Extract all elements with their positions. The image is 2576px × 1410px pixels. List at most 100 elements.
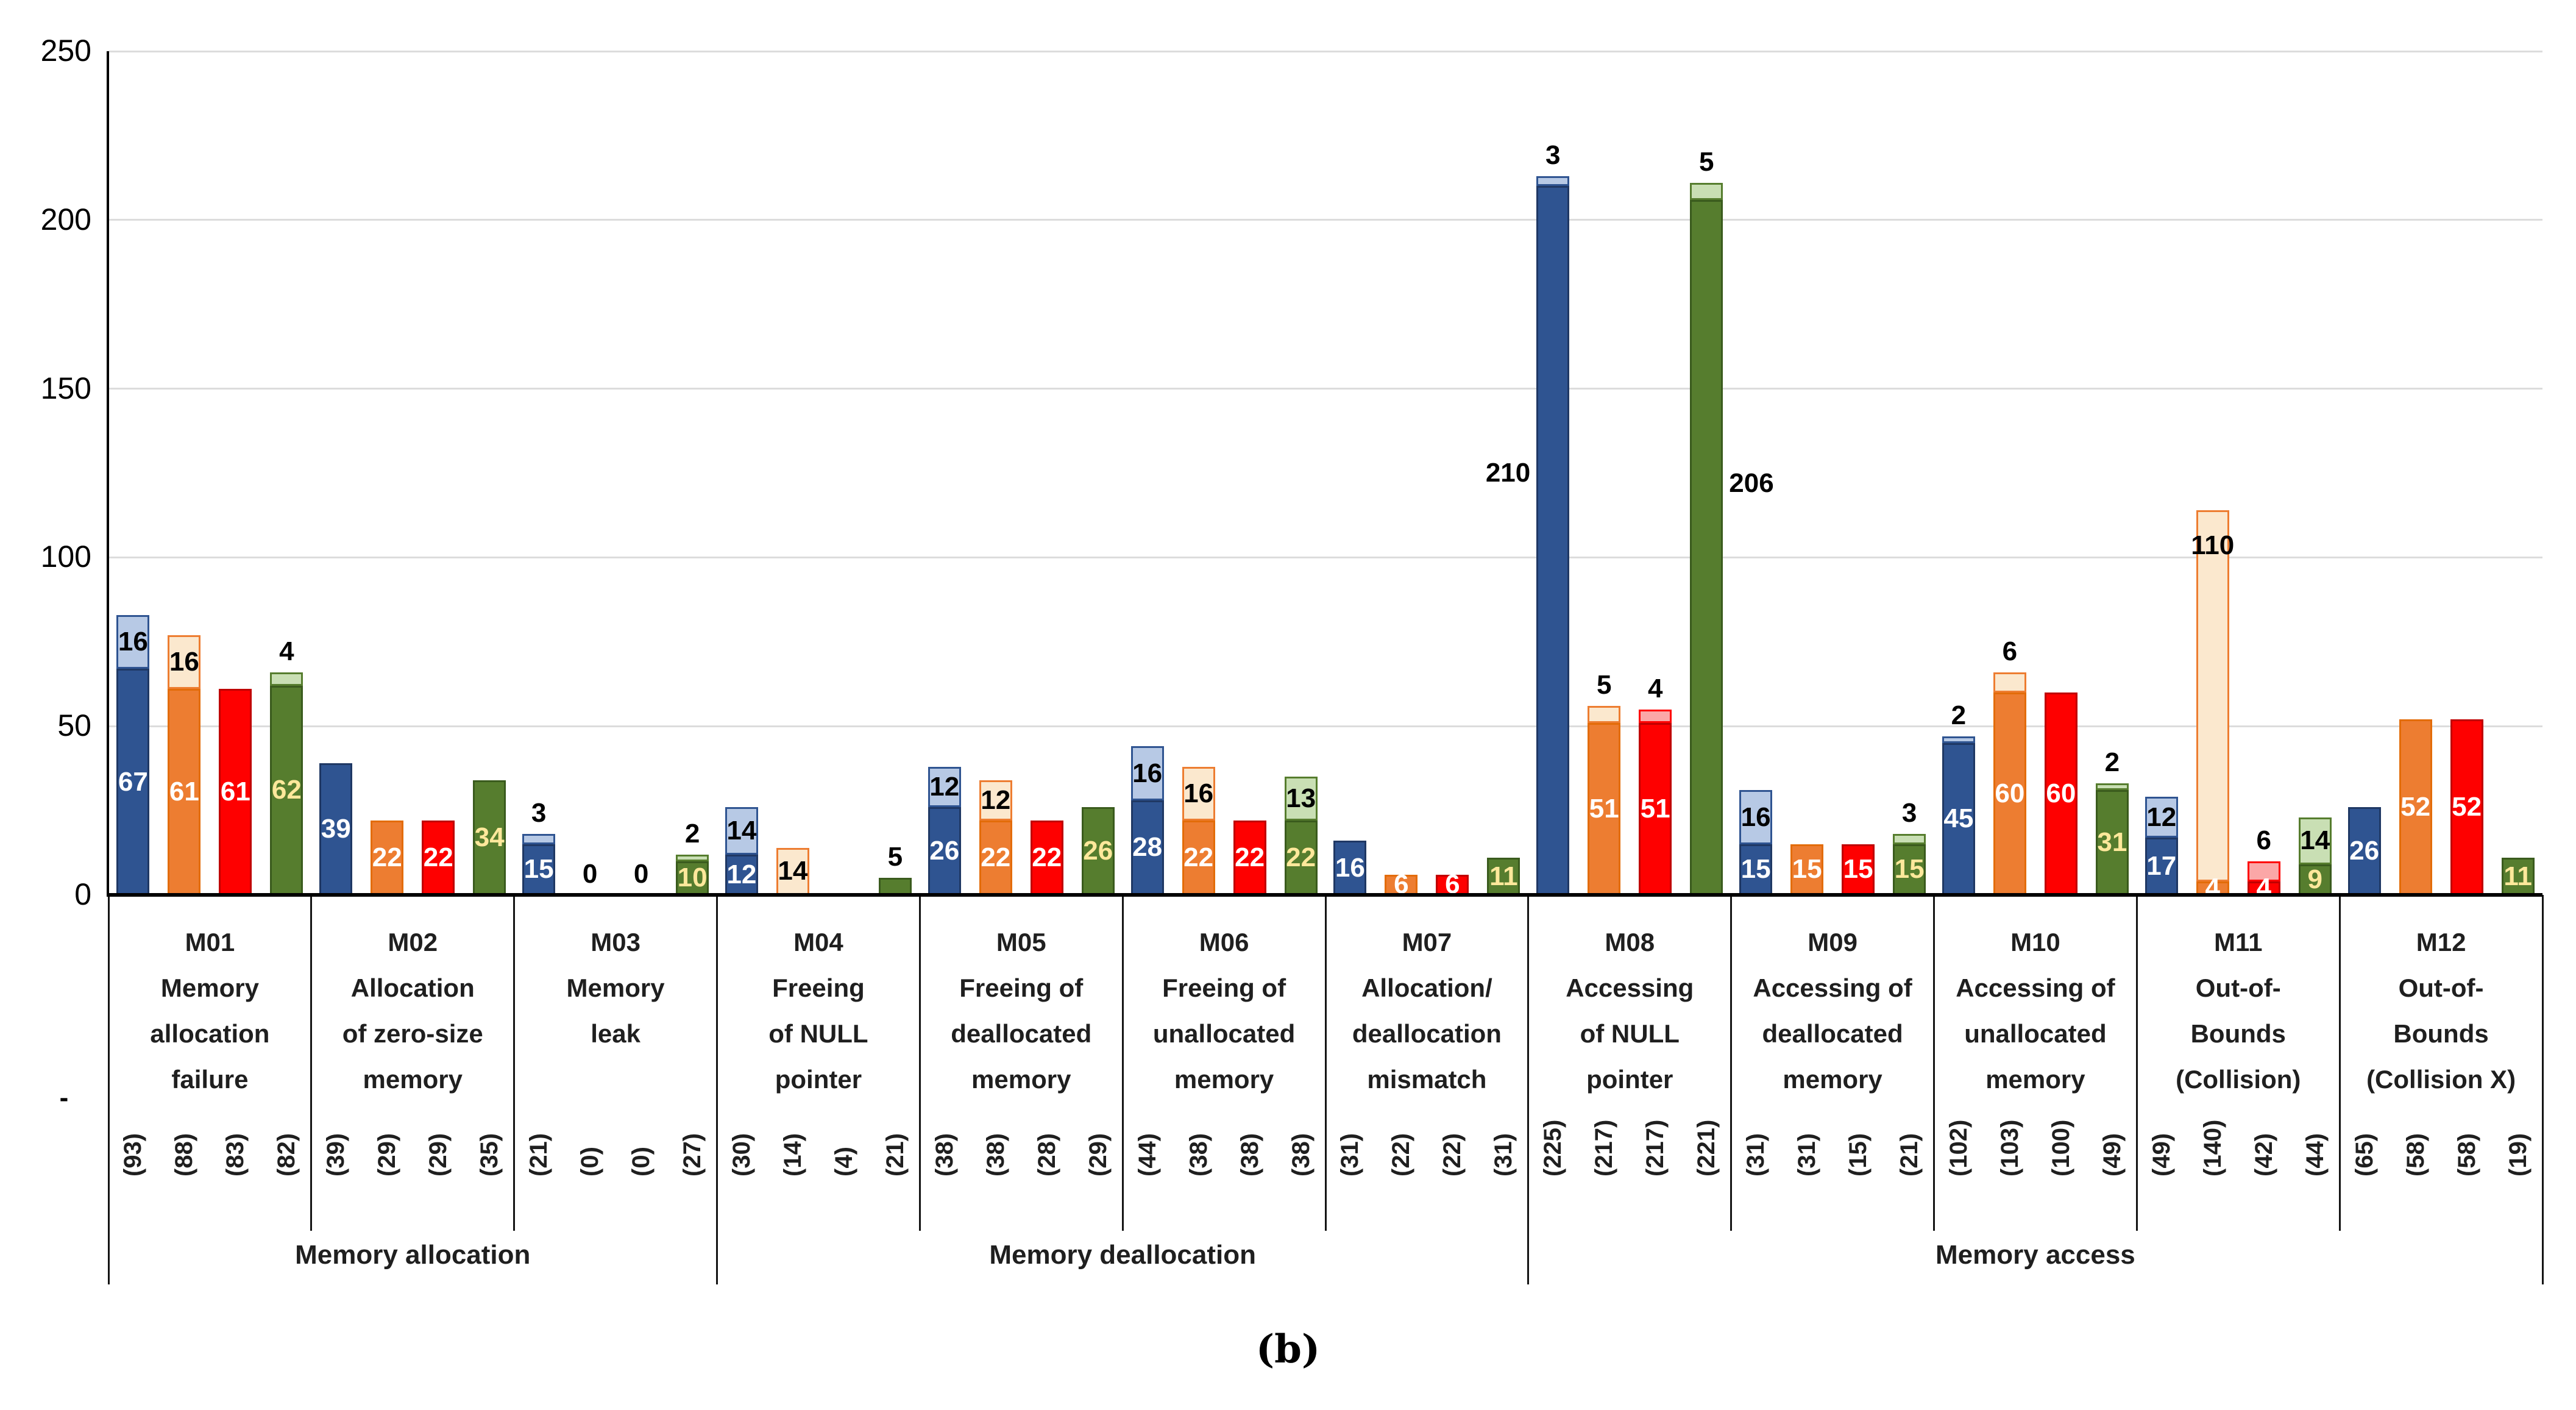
bar-m09-green-above-value: 3: [1901, 798, 1917, 828]
axis-tick-label-m03-red: (0): [628, 1147, 655, 1177]
bar-m01-blue-light: [116, 614, 150, 669]
category-label-line: Freeing of: [1162, 974, 1286, 1002]
axis-tick-label-m12-blue: (65): [2351, 1133, 2378, 1177]
bar-m06-blue-light-value: 16: [1132, 758, 1163, 788]
axis-tick-label-m07-blue: (31): [1336, 1133, 1364, 1177]
bar-m05-blue-solid-value: 26: [929, 836, 960, 866]
bar-m03-orange-above-value: 0: [582, 859, 598, 889]
bar-m01-green-solid-value: 62: [271, 775, 302, 805]
axis-tick-label-m10-orange: (103): [1996, 1119, 2023, 1177]
category-label-line: deallocated: [951, 1019, 1092, 1048]
bar-m02-green-solid: [473, 780, 506, 895]
gridline-200: [108, 219, 2542, 221]
bar-m08-orange-solid-value: 51: [1589, 793, 1619, 824]
bar-m10-orange-above-value: 6: [2002, 636, 2018, 666]
gridline-50: [108, 725, 2542, 727]
bar-m02-blue-solid: [319, 763, 353, 895]
bar-m12-blue-solid: [2347, 807, 2381, 895]
axis-tick-label-m02-orange: (29): [374, 1133, 401, 1177]
category-label-line: M12: [2416, 928, 2466, 956]
axis-tick-label-m08-blue: (225): [1539, 1119, 1567, 1177]
category-label-line: M04: [793, 928, 843, 956]
bar-m04-green-above-value: 5: [887, 842, 903, 872]
bar-m01-red-solid: [219, 689, 252, 895]
category-label-line: Memory: [566, 974, 665, 1002]
bar-m11-blue-light-value: 12: [2146, 802, 2177, 832]
axis-tick-label-m04-red: (4): [830, 1147, 857, 1177]
category-label-line: Out-of-: [2398, 974, 2484, 1002]
category-border: [513, 895, 516, 1231]
bar-m11-red-above-value: 6: [2256, 825, 2271, 855]
category-border: [716, 895, 718, 1284]
bar-m09-green-solid: [1893, 844, 1926, 895]
bar-m08-orange-solid: [1588, 722, 1621, 895]
bar-m06-orange-solid-value: 22: [1183, 842, 1214, 873]
axis-tick-label-m09-orange: (31): [1794, 1133, 1821, 1177]
bar-m07-orange-solid: [1385, 874, 1418, 895]
bar-m12-green-solid-value: 11: [2503, 861, 2532, 891]
category-label-m08: M08 Accessing of NULL pointer: [1528, 919, 1731, 1102]
bar-m11-blue-light: [2145, 797, 2178, 838]
y-axis-tick-label: 100: [40, 539, 91, 574]
bar-m11-green-solid-value: 9: [2307, 864, 2322, 895]
x-axis-line: [107, 893, 2542, 897]
bar-m10-blue-solid: [1942, 742, 1975, 895]
axis-tick-label-m06-green: (38): [1287, 1133, 1315, 1177]
bar-m07-red-solid: [1436, 874, 1469, 895]
category-label-m03: M03 Memory leak: [514, 919, 717, 1056]
bar-m05-orange-light-value: 12: [981, 785, 1011, 815]
category-label-line: pointer: [1586, 1065, 1673, 1094]
bar-m08-orange-light: [1588, 706, 1621, 723]
bar-m11-green-solid: [2298, 864, 2332, 895]
group-label: Memory access: [1936, 1240, 2135, 1270]
category-border: [2338, 895, 2341, 1231]
axis-tick-label-m11-green: (44): [2301, 1133, 2329, 1177]
category-label-line: deallocation: [1352, 1019, 1502, 1048]
bar-m03-blue-above-value: 3: [531, 798, 547, 828]
bar-m07-green-solid-value: 11: [1489, 861, 1518, 891]
axis-tick-label-m05-red: (28): [1033, 1133, 1060, 1177]
category-border: [1933, 895, 1935, 1231]
bar-m04-blue-light-value: 14: [726, 815, 757, 846]
axis-tick-label-m01-orange: (88): [171, 1133, 198, 1177]
axis-tick-label-m12-red: (58): [2453, 1133, 2480, 1177]
bar-m09-green-solid-value: 15: [1894, 854, 1925, 885]
bar-m08-red-above-value: 4: [1648, 673, 1663, 703]
bar-m10-blue-light: [1942, 736, 1975, 743]
bar-m10-blue-solid-value: 45: [1943, 803, 1974, 834]
category-label-line: of NULL: [768, 1019, 868, 1048]
bar-m09-orange-solid-value: 15: [1792, 854, 1822, 885]
category-border: [1121, 895, 1124, 1231]
bar-m06-blue-solid-value: 28: [1132, 832, 1163, 863]
bar-m05-red-solid-value: 22: [1032, 842, 1062, 873]
category-label-line: M02: [388, 928, 438, 956]
bar-m11-red-solid-value: 4: [2256, 872, 2271, 903]
bar-m02-blue-solid-value: 39: [321, 814, 351, 844]
bar-m09-blue-light-value: 16: [1740, 802, 1771, 832]
bar-m08-green-above-value: 5: [1699, 146, 1714, 177]
bar-m10-orange-solid-value: 60: [1995, 778, 2025, 808]
category-label-line: memory: [1174, 1065, 1274, 1094]
category-label-line: Accessing of: [1753, 974, 1912, 1002]
axis-tick-label-m11-blue: (49): [2148, 1133, 2175, 1177]
bar-m11-red-light: [2247, 861, 2280, 881]
category-label-line: memory: [363, 1065, 463, 1094]
bar-m06-green-light: [1284, 777, 1318, 821]
axis-tick-label-m05-green: (29): [1084, 1133, 1112, 1177]
axis-tick-label-m03-green: (27): [679, 1133, 706, 1177]
bar-m04-blue-light: [725, 807, 758, 855]
category-border: [918, 895, 921, 1231]
bar-m11-green-light: [2298, 817, 2332, 865]
category-label-line: M07: [1402, 928, 1452, 956]
axis-tick-label-m12-green: (19): [2504, 1133, 2532, 1177]
bar-m11-green-light-value: 14: [2300, 825, 2330, 856]
category-label-line: Bounds: [2393, 1019, 2489, 1048]
figure-caption: (b): [1255, 1326, 1321, 1372]
bar-m10-blue-above-value: 2: [1951, 700, 1967, 730]
bar-m06-green-solid-value: 22: [1286, 842, 1316, 873]
axis-tick-label-m10-green: (49): [2098, 1133, 2126, 1177]
category-label-line: Accessing: [1566, 974, 1694, 1002]
axis-tick-label-m01-green: (82): [273, 1133, 300, 1177]
bar-m07-blue-solid-value: 16: [1335, 852, 1365, 883]
bar-m08-red-light: [1639, 709, 1672, 723]
